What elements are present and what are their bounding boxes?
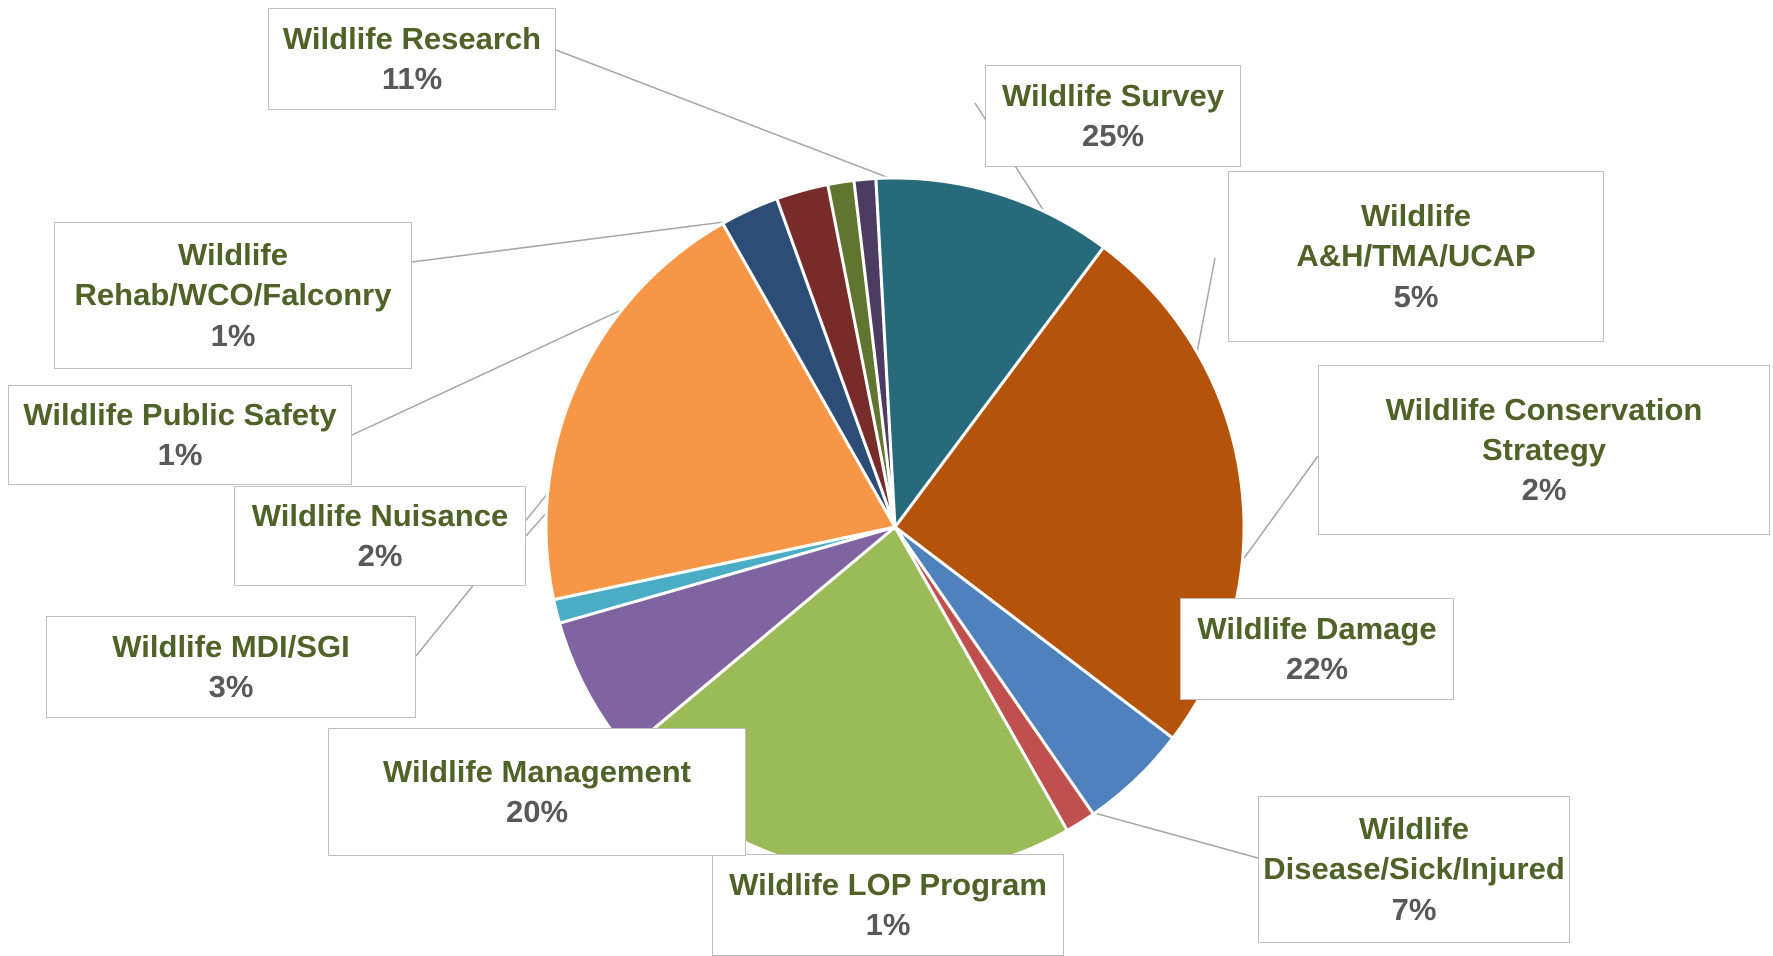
- pie-slices: [544, 176, 1246, 878]
- category-label: Wildlife Management: [382, 753, 692, 789]
- category-label: Wildlife: [178, 237, 288, 273]
- category-label: Rehab/WCO/Falconry: [74, 277, 392, 313]
- data-label-8: Wildlife MDI/SGI 3%: [46, 616, 416, 718]
- percent-label: 25%: [1081, 118, 1145, 153]
- data-label-5: Wildlife Disease/Sick/Injured 7%: [1258, 796, 1570, 943]
- category-label: Wildlife: [1359, 811, 1469, 847]
- category-label: A&H/TMA/UCAP: [1296, 238, 1536, 274]
- data-label-7: Wildlife Management 20%: [328, 728, 746, 856]
- data-label-10: Wildlife Public Safety 1%: [8, 385, 352, 485]
- percent-label: 1%: [210, 317, 256, 353]
- percent-label: 20%: [505, 794, 569, 829]
- category-label: Wildlife Public Safety: [23, 396, 337, 432]
- category-label: Wildlife: [1361, 198, 1471, 234]
- category-label: Wildlife Conservation: [1385, 391, 1703, 427]
- percent-label: 3%: [208, 669, 254, 704]
- category-label: Wildlife Damage: [1197, 610, 1437, 646]
- category-label: Strategy: [1481, 431, 1607, 467]
- data-label-1: Wildlife Survey 25%: [985, 65, 1241, 167]
- data-label-11: Wildlife Rehab/WCO/Falconry 1%: [54, 222, 412, 369]
- percent-label: 1%: [157, 437, 203, 472]
- category-label: Wildlife LOP Program: [729, 866, 1047, 902]
- pie-slice-7: [544, 221, 898, 602]
- data-label-9: Wildlife Nuisance 2%: [234, 486, 526, 586]
- category-label: Wildlife Research: [282, 20, 542, 56]
- percent-label: 22%: [1285, 651, 1349, 686]
- category-label: Wildlife Survey: [1002, 77, 1224, 113]
- percent-label: 2%: [357, 538, 403, 573]
- pie-slice-12: [874, 176, 1106, 532]
- data-label-6: Wildlife LOP Program 1%: [712, 854, 1064, 956]
- data-label-12: Wildlife Research 11%: [268, 8, 556, 110]
- percent-label: 11%: [381, 61, 443, 96]
- category-label: Disease/Sick/Injured: [1263, 851, 1565, 887]
- percent-label: 5%: [1393, 278, 1439, 314]
- data-label-3: Wildlife Conservation Strategy 2%: [1318, 365, 1770, 535]
- percent-label: 2%: [1521, 472, 1567, 508]
- data-label-2: Wildlife A&H/TMA/UCAP 5%: [1228, 171, 1604, 342]
- percent-label: 1%: [865, 907, 911, 942]
- category-label: Wildlife Nuisance: [251, 497, 509, 533]
- category-label: Wildlife MDI/SGI: [112, 628, 350, 664]
- percent-label: 7%: [1391, 891, 1437, 927]
- data-label-4: Wildlife Damage 22%: [1180, 598, 1454, 700]
